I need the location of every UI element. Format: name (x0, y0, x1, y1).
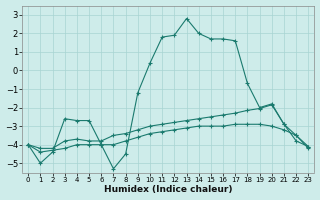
X-axis label: Humidex (Indice chaleur): Humidex (Indice chaleur) (104, 185, 233, 194)
